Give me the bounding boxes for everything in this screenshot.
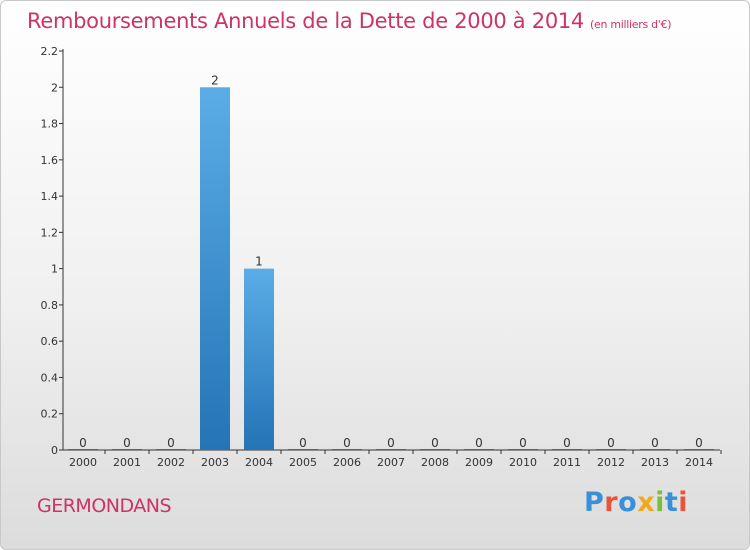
y-tick-label: 2: [51, 81, 58, 94]
x-tick-label: 2009: [465, 456, 493, 469]
data-label-2001: 0: [123, 436, 131, 450]
x-tick-label: 2012: [597, 456, 625, 469]
x-tick-label: 2002: [157, 456, 185, 469]
bar-2006: [332, 449, 362, 450]
logo-letter: r: [604, 487, 619, 518]
data-label-2002: 0: [167, 436, 175, 450]
x-tick-label: 2000: [69, 456, 97, 469]
commune-name: GERMONDANS: [37, 495, 172, 517]
data-label-2000: 0: [79, 436, 87, 450]
y-tick-label: 1.8: [41, 118, 59, 131]
logo-letter: t: [664, 487, 679, 518]
logo-letter: x: [637, 487, 656, 518]
x-tick-label: 2003: [201, 456, 229, 469]
data-label-2004: 1: [255, 255, 263, 269]
y-tick-label: 0.4: [41, 371, 59, 384]
x-tick-label: 2005: [289, 456, 317, 469]
data-label-2008: 0: [431, 436, 439, 450]
x-tick-label: 2007: [377, 456, 405, 469]
data-label-2013: 0: [651, 436, 659, 450]
x-tick-label: 2004: [245, 456, 273, 469]
bar-2013: [640, 449, 670, 450]
y-tick-label: 1.6: [41, 154, 59, 167]
y-tick-label: 1.4: [41, 190, 59, 203]
chart-data-labels: 0 0 0 2 1 0 0 0 0 0 0 0 0 0 0: [79, 73, 703, 450]
y-tick-label: 0.8: [41, 299, 59, 312]
bar-2011: [552, 449, 582, 450]
logo-letter: i: [655, 487, 665, 518]
logo-letter: o: [618, 487, 638, 518]
x-tick-label: 2013: [641, 456, 669, 469]
x-tick-label: 2014: [685, 456, 713, 469]
data-label-2003: 2: [211, 73, 219, 87]
data-label-2011: 0: [563, 436, 571, 450]
bar-2009: [464, 449, 494, 450]
logo-letter: i: [678, 487, 689, 518]
chart-title: Remboursements Annuels de la Dette de 20…: [27, 9, 671, 33]
x-tick-label: 2011: [553, 456, 581, 469]
proxiti-logo: Proxiti: [584, 487, 688, 518]
data-label-2014: 0: [695, 436, 703, 450]
y-tick-label: 0.2: [41, 408, 59, 421]
data-label-2005: 0: [299, 436, 307, 450]
bar-2008: [420, 449, 450, 450]
y-tick-label: 1: [51, 263, 58, 276]
bar-2003: [200, 87, 230, 450]
bar-2004: [244, 268, 274, 450]
bar-2005: [288, 449, 318, 450]
bar-2014: [684, 449, 714, 450]
bar-2001: [112, 449, 142, 450]
data-label-2007: 0: [387, 436, 395, 450]
y-tick-label: 2.2: [41, 45, 59, 58]
chart-bars: [68, 87, 714, 450]
x-tick-label: 2001: [113, 456, 141, 469]
data-label-2010: 0: [519, 436, 527, 450]
y-tick-label: 1.2: [41, 226, 59, 239]
bar-2012: [596, 449, 626, 450]
bar-2002: [156, 449, 186, 450]
bar-2010: [508, 449, 538, 450]
logo-letter: P: [584, 487, 605, 518]
x-tick-label: 2010: [509, 456, 537, 469]
chart-title-text: Remboursements Annuels de la Dette de 20…: [27, 9, 584, 33]
chart-subtitle: (en milliers d'€): [590, 18, 672, 31]
bar-2000: [68, 449, 98, 450]
data-label-2012: 0: [607, 436, 615, 450]
data-label-2009: 0: [475, 436, 483, 450]
bar-2007: [376, 449, 406, 450]
data-label-2006: 0: [343, 436, 351, 450]
x-tick-label: 2006: [333, 456, 361, 469]
x-tick-label: 2008: [421, 456, 449, 469]
y-tick-label: 0.6: [41, 335, 59, 348]
y-tick-label: 0: [51, 444, 58, 457]
